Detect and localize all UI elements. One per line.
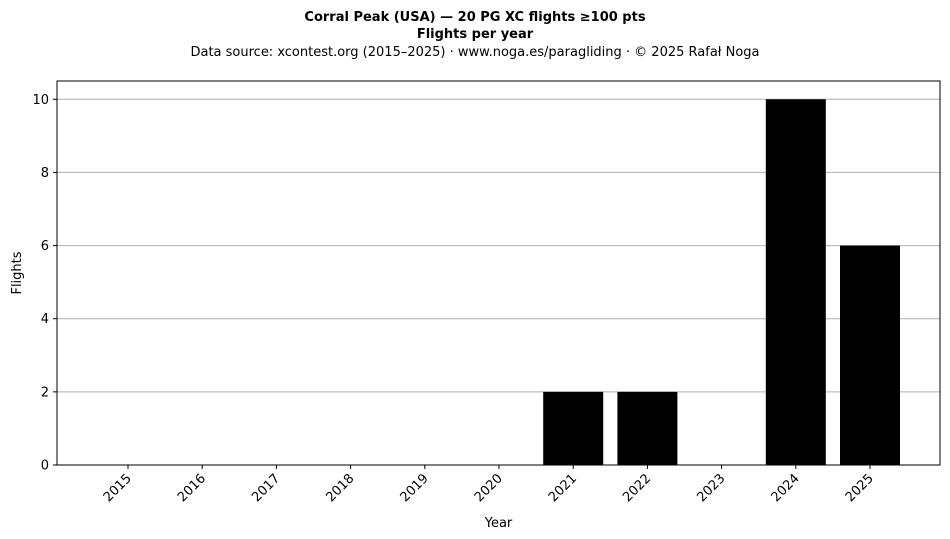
y-tick-label: 4 xyxy=(41,312,49,327)
bar-2024 xyxy=(765,99,826,466)
x-tick-label: 2015 xyxy=(101,471,135,505)
bar-2022 xyxy=(617,391,678,465)
bars xyxy=(543,99,900,466)
y-axis-label: Flights xyxy=(10,251,25,294)
bar-2025 xyxy=(840,245,900,465)
y-tick-label: 0 xyxy=(41,459,49,474)
y-tick-label: 2 xyxy=(41,385,49,400)
y-tick-label: 8 xyxy=(41,166,49,181)
x-tick-label: 2021 xyxy=(546,471,580,505)
y-tick-label: 6 xyxy=(41,239,49,254)
chart-source-line: Data source: xcontest.org (2015–2025) · … xyxy=(190,45,759,60)
chart-subtitle: Flights per year xyxy=(417,27,534,42)
x-tick-label: 2017 xyxy=(249,471,283,505)
bar-2021 xyxy=(543,391,604,465)
x-tick-label: 2019 xyxy=(398,471,432,505)
y-tick-label: 10 xyxy=(32,93,49,108)
y-axis-ticks: 0 2 4 6 8 10 xyxy=(32,93,57,474)
chart-title: Corral Peak (USA) — 20 PG XC flights ≥10… xyxy=(304,10,645,25)
x-tick-label: 2024 xyxy=(769,471,803,505)
x-tick-label: 2025 xyxy=(843,471,877,505)
x-tick-label: 2016 xyxy=(175,471,209,505)
x-tick-label: 2018 xyxy=(323,471,357,505)
x-tick-label: 2022 xyxy=(620,471,654,505)
x-tick-label: 2020 xyxy=(472,471,506,505)
x-axis-ticks: 2015 2016 2017 2018 2019 2020 2021 2022 2023 2024… xyxy=(101,465,877,505)
x-tick-label: 2023 xyxy=(694,471,728,505)
x-axis-label: Year xyxy=(484,516,513,531)
